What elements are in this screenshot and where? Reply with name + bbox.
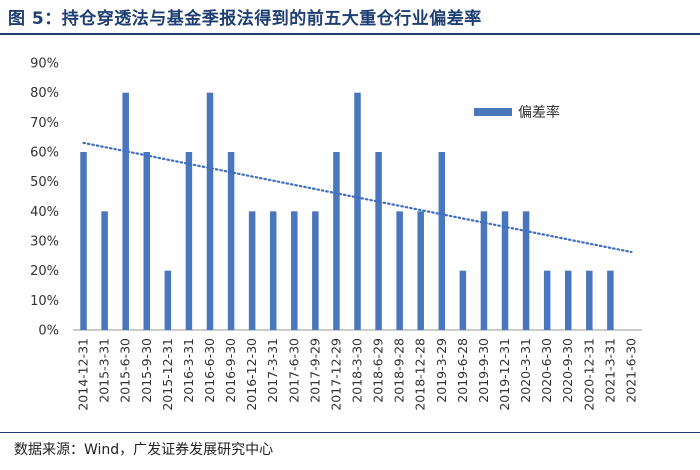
bar	[564, 270, 572, 330]
bar-series	[80, 92, 614, 330]
x-tick-label: 2015-3-31	[97, 338, 112, 403]
y-tick-label: 0%	[38, 324, 59, 339]
x-tick-label: 2020-6-30	[539, 338, 554, 403]
bar	[185, 152, 193, 330]
y-tick-label: 80%	[30, 86, 59, 101]
bar	[438, 152, 446, 330]
bar	[607, 270, 614, 330]
figure-title: 图 5：持仓穿透法与基金季报法得到的前五大重仓行业偏差率	[8, 9, 482, 29]
x-tick-label: 2016-6-30	[202, 338, 217, 403]
x-tick-label: 2021-6-30	[623, 338, 638, 403]
bar	[291, 211, 298, 330]
x-tick-label: 2018-9-28	[392, 338, 407, 403]
bar	[269, 211, 277, 330]
bar	[333, 152, 340, 330]
x-tick-label: 2017-9-29	[307, 338, 322, 403]
x-tick-label: 2018-6-29	[371, 338, 386, 403]
bar	[248, 211, 256, 330]
y-tick-label: 20%	[30, 264, 59, 279]
bar	[101, 211, 108, 330]
bar	[312, 211, 319, 330]
x-tick-label: 2019-12-31	[497, 338, 512, 411]
bar	[143, 152, 151, 330]
x-tick-label: 2019-6-28	[455, 338, 470, 403]
bar	[80, 152, 87, 330]
y-tick-label: 60%	[30, 146, 59, 161]
source-note: 数据来源：Wind，广发证券发展研究中心	[14, 442, 274, 458]
y-tick-label: 30%	[30, 235, 59, 250]
bar	[396, 211, 403, 330]
y-tick-label: 70%	[30, 116, 59, 131]
legend-swatch	[474, 108, 512, 116]
x-tick-label: 2019-3-29	[434, 338, 449, 403]
title-rule	[0, 33, 700, 35]
x-tick-label: 2017-12-29	[328, 338, 343, 411]
bar	[543, 270, 551, 330]
x-tick-label: 2017-3-31	[265, 338, 280, 403]
bar	[522, 211, 530, 330]
source-rule	[0, 432, 700, 433]
x-tick-label: 2015-9-30	[139, 338, 154, 403]
y-tick-label: 90%	[30, 57, 59, 72]
legend: 偏差率	[474, 104, 560, 121]
x-tick-label: 2019-9-30	[476, 338, 491, 403]
bar	[122, 92, 129, 330]
x-tick-label: 2014-12-31	[76, 338, 91, 411]
x-tick-label: 2015-6-30	[118, 338, 133, 403]
bar	[227, 152, 235, 330]
x-tick-label: 2018-3-30	[350, 338, 365, 403]
bar	[480, 211, 488, 330]
y-tick-label: 40%	[30, 205, 59, 220]
x-tick-label: 2021-3-31	[602, 338, 617, 403]
bar	[375, 152, 382, 330]
x-axis-ticks: 2014-12-31 2015-3-31 2015-6-30 2015-9-30 201…	[76, 338, 639, 411]
y-tick-label: 10%	[30, 294, 59, 309]
bar	[206, 92, 214, 330]
x-tick-label: 2018-12-28	[413, 338, 428, 411]
bar-chart: 0% 10% 20% 30% 40% 50% 60% 70% 80% 90% 2014-12-31…	[30, 57, 642, 411]
x-tick-label: 2020-9-30	[560, 338, 575, 403]
x-tick-label: 2020-12-31	[581, 338, 596, 411]
bar	[459, 270, 467, 330]
x-tick-label: 2016-9-30	[223, 338, 238, 403]
bar	[501, 211, 509, 330]
bar	[417, 211, 424, 330]
bar	[586, 270, 593, 330]
x-tick-label: 2016-12-30	[244, 338, 259, 411]
y-axis-ticks: 0% 10% 20% 30% 40% 50% 60% 70% 80% 90%	[30, 57, 59, 339]
y-tick-label: 50%	[30, 175, 59, 190]
legend-label: 偏差率	[518, 104, 560, 121]
trend-line	[82, 141, 633, 254]
x-tick-label: 2020-3-31	[518, 338, 533, 403]
x-tick-label: 2015-12-31	[160, 338, 175, 411]
x-tick-label: 2016-3-31	[181, 338, 196, 403]
bar	[354, 92, 361, 330]
bar	[164, 270, 172, 330]
x-tick-label: 2017-6-30	[286, 338, 301, 403]
